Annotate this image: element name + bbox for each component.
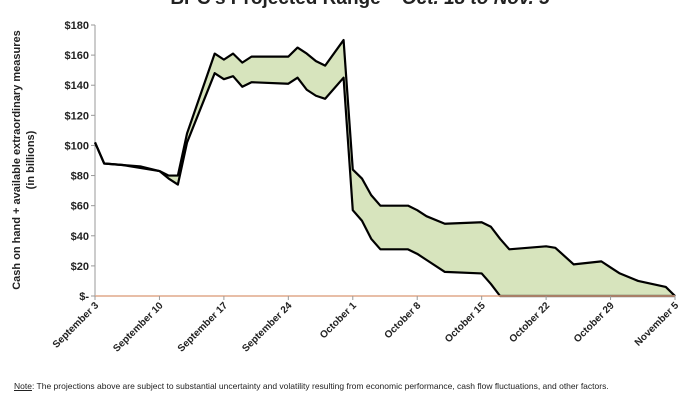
x-tick-label: October 29 [572, 300, 617, 345]
y-label: Cash on hand + available extraordinary m… [11, 30, 37, 290]
range-line [93, 38, 676, 297]
y-label-line: Cash on hand + available extraordinary m… [11, 30, 23, 290]
x-tick-label: September 17 [176, 300, 230, 354]
y-tick-label: $80 [71, 171, 89, 183]
x-tick-label: November 5 [633, 300, 682, 349]
note-text: : The projections above are subject to s… [31, 381, 609, 391]
y-tick-label: $140 [65, 80, 89, 92]
y-label-line: (in billions) [25, 130, 37, 189]
x-tick-label: October 15 [443, 300, 488, 345]
y-tick-label: $120 [65, 110, 89, 122]
x-tick-label: September 10 [111, 300, 165, 354]
title-emphasis: Oct. 18 to Nov. 5 [402, 0, 550, 9]
chart-title: BPC's Projected Range – Oct. 18 to Nov. … [170, 0, 550, 9]
y-tick-label: $100 [65, 140, 89, 152]
x-tick-label: October 8 [383, 300, 424, 341]
x-tick-label: October 22 [508, 300, 553, 345]
y-tick-label: $180 [65, 20, 89, 32]
range-fill [95, 40, 675, 296]
x-tick-label: October 1 [318, 300, 359, 341]
y-tick-label: $160 [65, 50, 89, 62]
x-tick-label: September 24 [240, 300, 294, 354]
y-tick-label: $40 [71, 231, 89, 243]
y-tick-label: $- [79, 291, 89, 303]
note-label: Note [14, 381, 32, 391]
x-tick-label: September 3 [51, 300, 102, 351]
y-tick-label: $20 [71, 261, 89, 273]
y-tick-label: $60 [71, 201, 89, 213]
chart: BPC's Projected Range – Oct. 18 to Nov. … [11, 0, 682, 355]
title-main: BPC's Projected Range – [170, 0, 402, 9]
note: Note: The projections above are subject … [14, 381, 654, 391]
